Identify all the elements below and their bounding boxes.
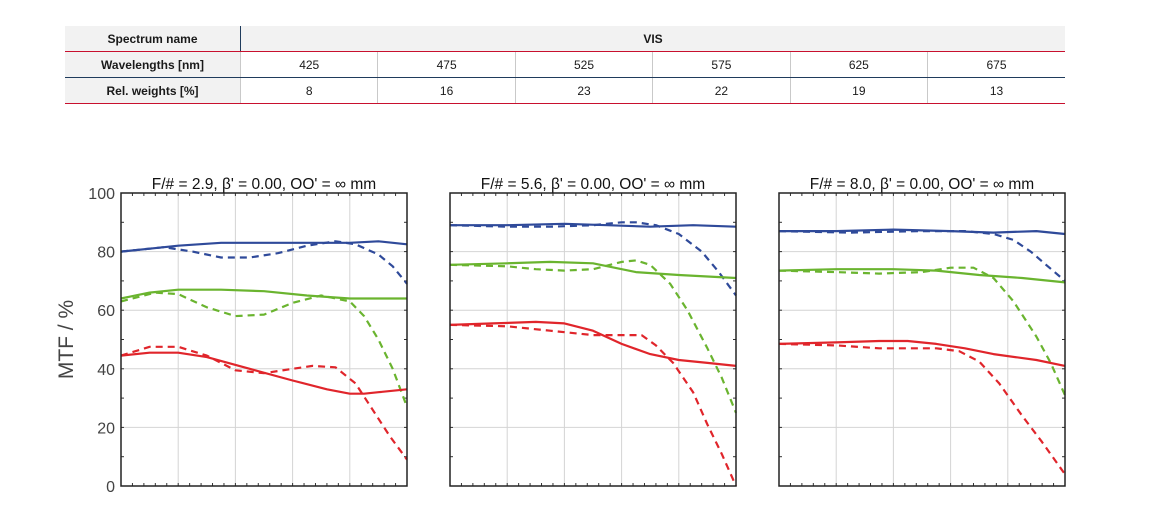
mtf-curve-blue-dashed [449,221,737,297]
chart-title: F/# = 5.6, β' = 0.00, OO' = ∞ mm [481,176,705,193]
mtf-chart-1: F/# = 2.9, β' = 0.00, OO' = ∞ mm 0 20 40 60 8… [55,176,409,496]
mtf-curve-blue-dashed [120,240,408,285]
mtf-curve-red-solid [778,339,1066,367]
mtf-curve-red-dashed [449,323,738,487]
mtf-curve-green-solid [449,260,737,280]
y-axis-label: MTF / % [55,300,78,379]
mtf-curve-red-dashed [120,345,408,461]
mtf-curve-red-solid [449,320,737,367]
y-tick-label: 40 [97,362,115,379]
weight-cell: 16 [377,77,516,104]
spectrum-row: Spectrum name VIS [65,26,1065,52]
mtf-curve-blue-solid [120,240,408,253]
y-tick-label: 100 [88,186,115,203]
mtf-curve-blue-solid [450,222,737,228]
chart-title: F/# = 8.0, β' = 0.00, OO' = ∞ mm [810,176,1034,193]
mtf-curve-green-dashed [449,259,738,414]
spectrum-name-value: VIS [240,26,1065,52]
wavelength-cell: 675 [927,51,1065,78]
mtf-curve-blue-dashed [778,230,1066,282]
plot-frame [120,192,408,487]
weight-cell: 8 [239,77,378,104]
y-tick-label: 20 [97,420,115,437]
mtf-curve-red-dashed [778,342,1066,475]
y-tick-label: 80 [97,245,115,262]
spectrum-table: Spectrum name VIS Wavelengths [nm] 425 4… [65,26,1065,104]
chart-title: F/# = 2.9, β' = 0.00, OO' = ∞ mm [152,176,376,193]
wavelengths-label: Wavelengths [nm] [65,51,241,78]
weight-cell: 13 [927,77,1065,104]
weight-cell: 19 [789,77,928,104]
wavelength-cell: 625 [789,51,928,78]
weights-label: Rel. weights [%] [65,77,241,104]
weight-cell: 23 [514,77,653,104]
mtf-curve-green-solid [120,288,407,300]
weights-row: Rel. weights [%] 8 16 23 22 19 13 [65,77,1065,104]
plot-frame [778,192,1066,487]
mtf-curve-green-dashed [778,266,1067,396]
plot-frame [449,192,737,487]
y-tick-label: 60 [97,303,115,320]
mtf-chart-2: F/# = 5.6, β' = 0.00, OO' = ∞ mm [449,176,738,487]
wavelengths-row: Wavelengths [nm] 425 475 525 575 625 675 [65,51,1065,78]
weight-cell: 22 [652,77,791,104]
mtf-curve-red-solid [120,351,408,395]
wavelength-cell: 425 [239,51,378,78]
wavelength-cell: 475 [377,51,516,78]
spectrum-name-label: Spectrum name [65,26,241,52]
y-tick-label: 0 [106,479,115,496]
mtf-chart-3: F/# = 8.0, β' = 0.00, OO' = ∞ mm [778,176,1067,487]
wavelength-cell: 575 [652,51,791,78]
wavelength-cell: 525 [514,51,653,78]
